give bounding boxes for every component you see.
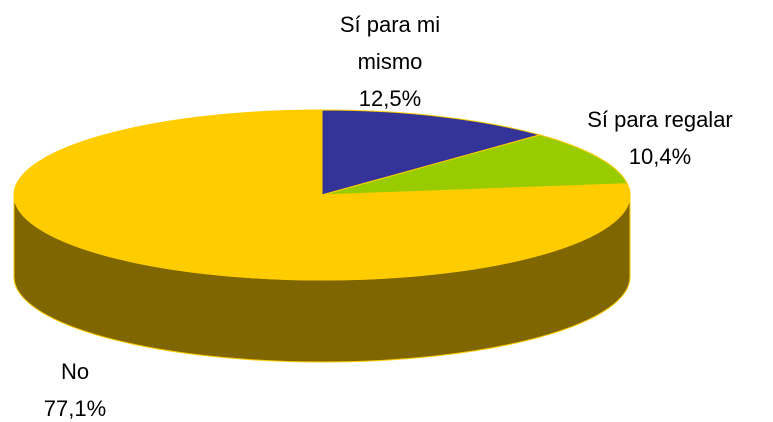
category-label: Sí para mi mismo: [339, 12, 441, 74]
value-label: 12,5%: [358, 86, 422, 111]
category-label: Sí para regalar: [587, 107, 733, 132]
value-label: 10,4%: [628, 144, 692, 169]
pie-slice: [13, 109, 631, 281]
value-label: 77,1%: [43, 396, 107, 421]
category-label: No: [60, 359, 90, 384]
pie-slice: [321, 134, 629, 196]
pie-slice: [321, 109, 542, 196]
